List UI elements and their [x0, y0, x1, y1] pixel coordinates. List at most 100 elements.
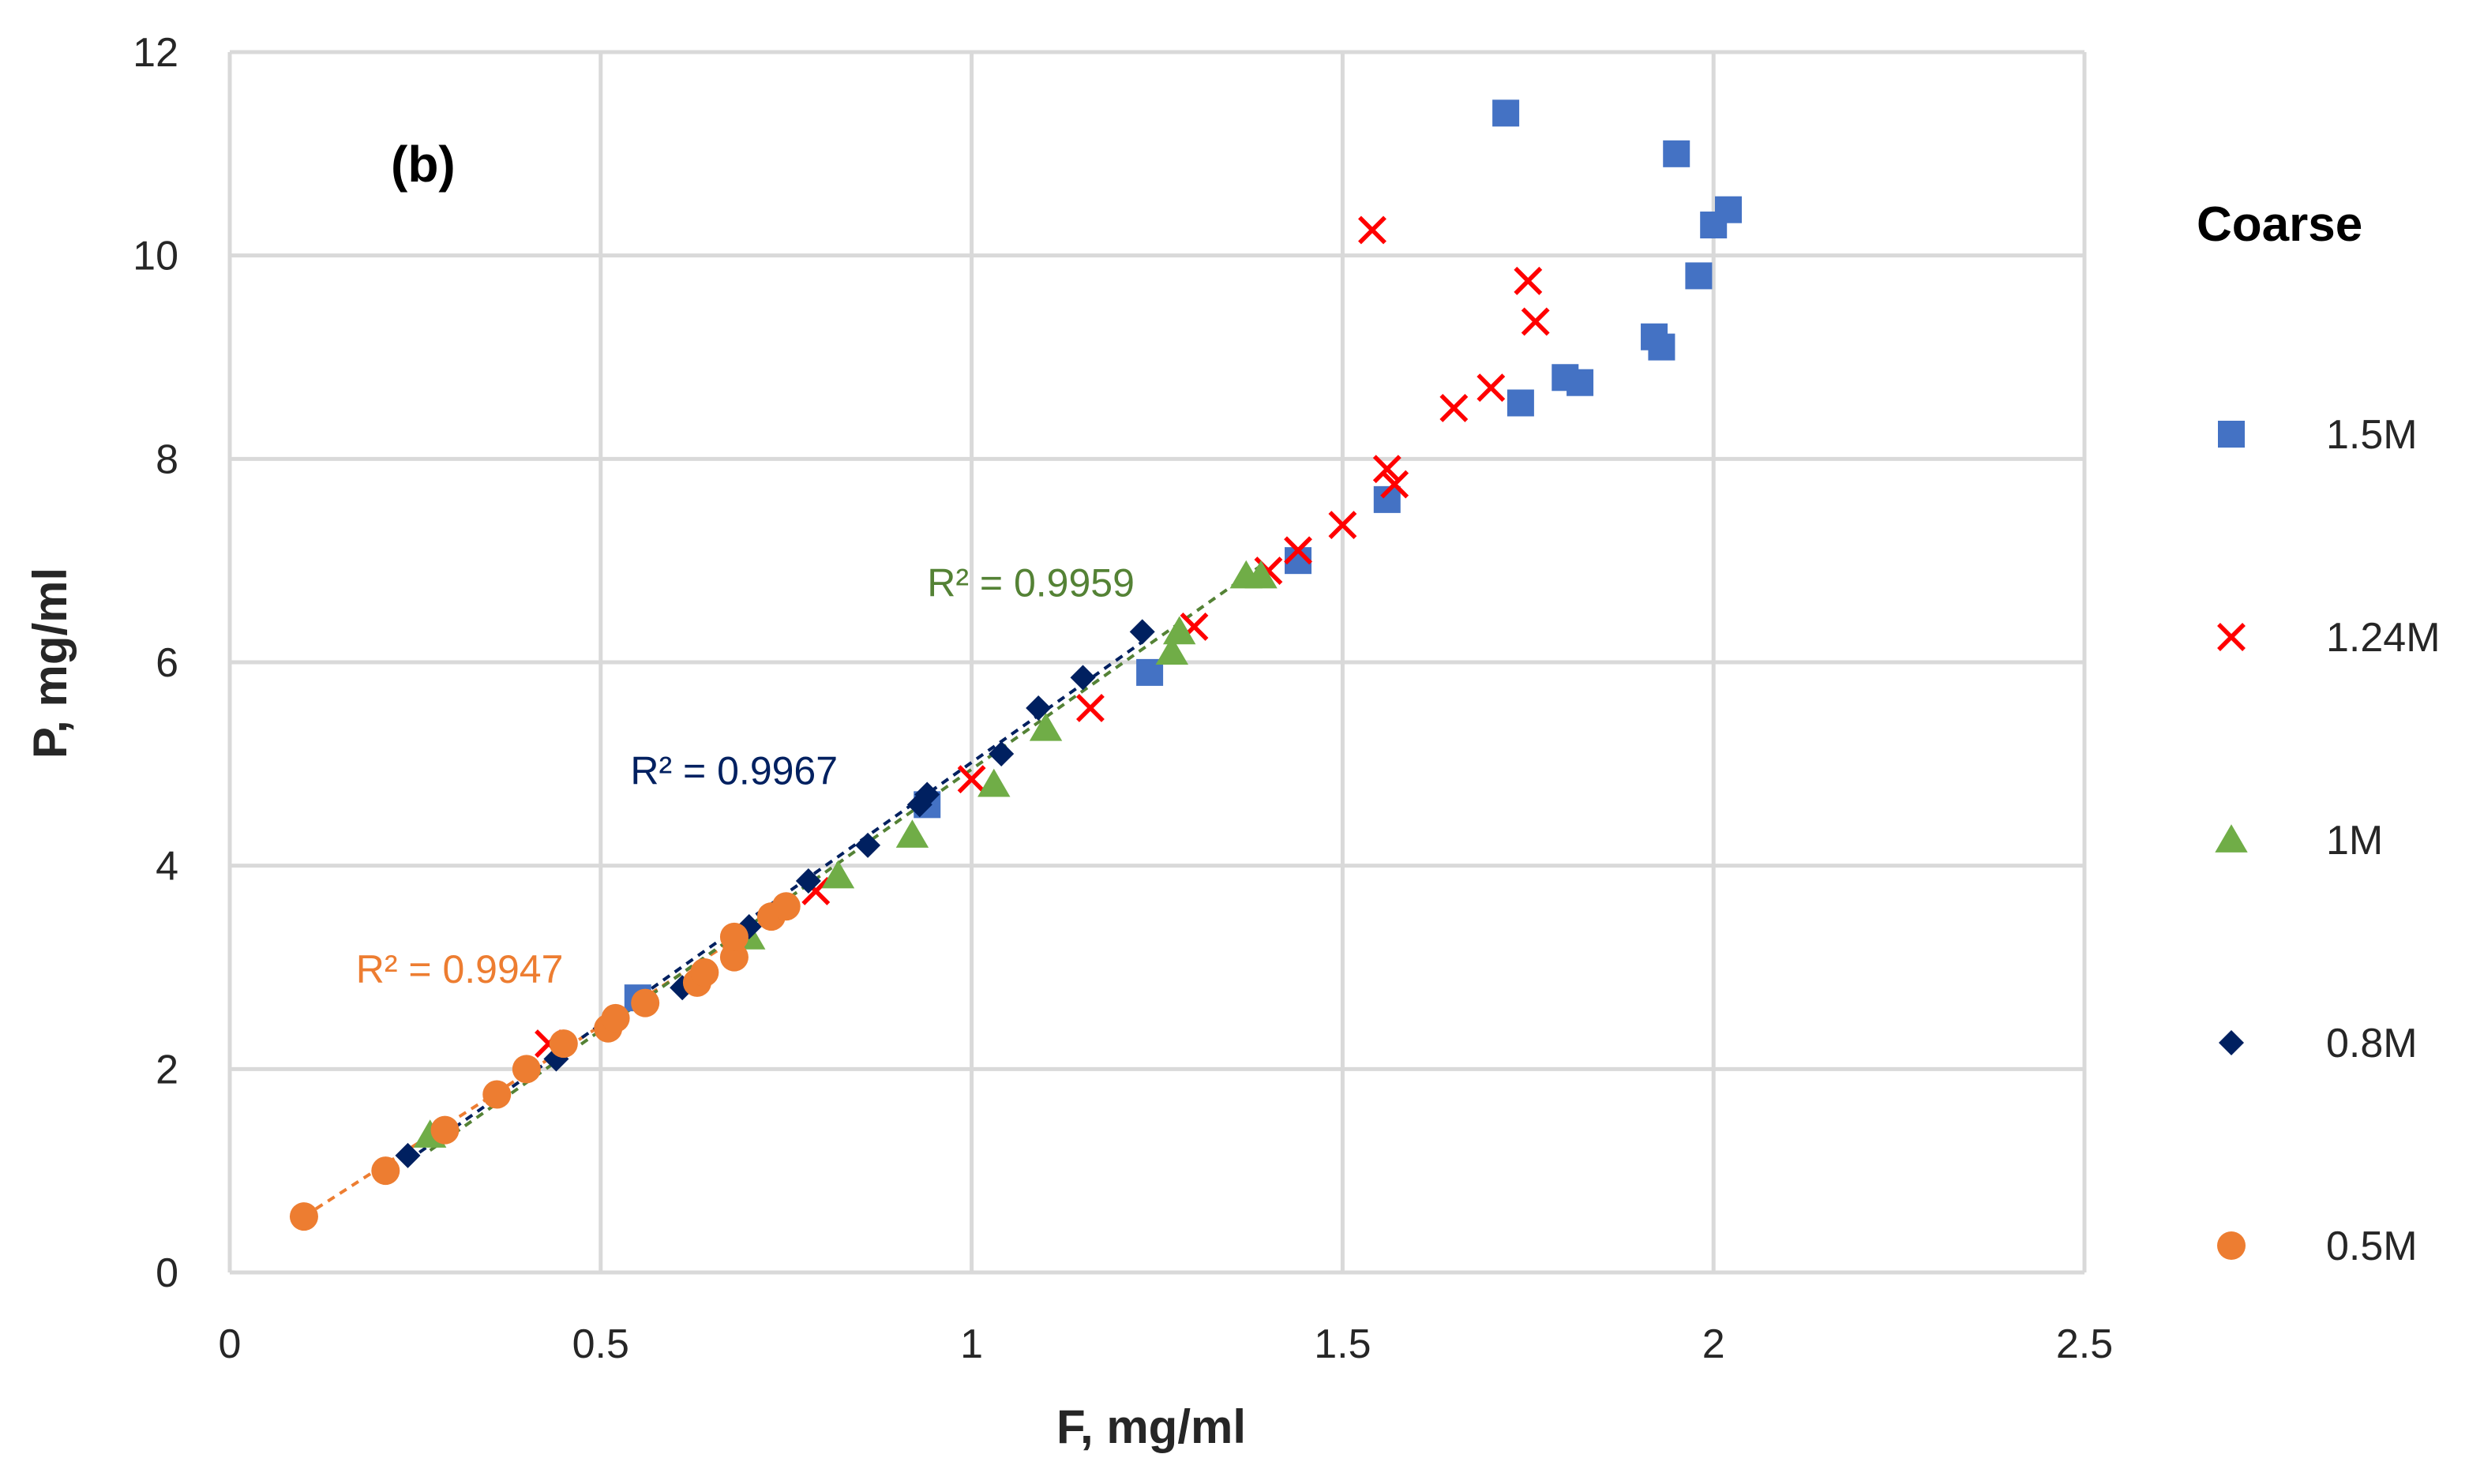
point-0-5m	[601, 1003, 630, 1032]
point-1-24m	[1372, 455, 1401, 484]
legend-label-1m: 1M	[2326, 818, 2383, 864]
point-0-5m	[482, 1080, 512, 1109]
y-tick-label: 0	[156, 1250, 178, 1296]
legend-marker-1-24m-stroke-b	[2217, 623, 2246, 651]
point-0-8m	[989, 740, 1015, 766]
point-1-24m-stroke-b	[1521, 307, 1550, 336]
point-1-24m	[1075, 694, 1105, 722]
point-1-24m	[1358, 215, 1386, 245]
point-1-24m-stroke-b	[1380, 470, 1409, 499]
point-0-8m	[906, 792, 932, 818]
point-1-24m	[1439, 393, 1469, 422]
x-tick-label: 0	[219, 1321, 242, 1367]
y-axis-title: P, mg/ml	[24, 568, 77, 759]
point-0-5m	[771, 892, 801, 921]
legend-title: Coarse	[2197, 197, 2362, 252]
legend-marker-1m	[2215, 824, 2248, 853]
point-1-24m-stroke-b	[957, 765, 986, 794]
y-tick-label: 8	[156, 437, 178, 482]
point-0-5m	[719, 942, 749, 972]
point-1-5m	[1685, 262, 1713, 290]
point-1m	[977, 768, 1011, 797]
x-tick-label: 1	[960, 1321, 983, 1367]
point-0-5m	[690, 957, 719, 987]
point-0-8m	[855, 832, 881, 858]
point-0-5m	[631, 988, 660, 1017]
legend: Coarse 1.5M 1.24M 1M 0.8M 0.5M	[2197, 197, 2441, 1269]
point-1-24m-stroke-b	[1284, 536, 1312, 565]
point-1m	[1155, 636, 1188, 665]
point-1-24m-stroke-b	[1514, 266, 1543, 295]
y-tick-label: 6	[156, 640, 178, 686]
legend-marker-0-5m	[2217, 1231, 2246, 1260]
point-1-5m	[1648, 333, 1675, 361]
point-0-5m	[719, 922, 749, 951]
point-1-24m	[957, 765, 986, 794]
point-1-24m	[1380, 470, 1409, 499]
y-tick-label: 12	[133, 30, 178, 76]
series-0-8m	[395, 619, 1155, 1168]
point-0-8m	[1129, 619, 1155, 645]
gridlines	[227, 50, 2087, 1275]
point-0-8m	[1070, 665, 1096, 691]
series-1-24m	[535, 215, 1550, 1059]
point-0-5m	[430, 1115, 460, 1145]
x-tick-label: 1.5	[1314, 1321, 1371, 1367]
point-0-5m	[512, 1055, 541, 1084]
point-1-24m	[1284, 536, 1312, 565]
point-1-24m-stroke-b	[1477, 373, 1506, 403]
y-tick-label: 10	[133, 234, 178, 279]
point-0-8m	[395, 1142, 421, 1168]
legend-label-0-8m: 0.8M	[2326, 1021, 2418, 1066]
point-1m	[1244, 560, 1278, 589]
x-tick-labels: 0 0.5 1 1.5 2 2.5	[219, 1321, 2114, 1367]
x-tick-label: 0.5	[572, 1321, 629, 1367]
point-1-24m	[1477, 373, 1506, 403]
legend-label-1-24m: 1.24M	[2326, 615, 2441, 661]
legend-marker-0-8m	[2219, 1030, 2244, 1055]
trendline-0-5m	[302, 905, 787, 1218]
x-axis-title: F, mg/ml	[1056, 1400, 1246, 1453]
point-0-5m	[289, 1202, 318, 1231]
point-1-24m-stroke-b	[1328, 511, 1357, 540]
r2-label: R² = 0.9959	[927, 560, 1135, 605]
point-1-24m	[1514, 266, 1543, 295]
point-1m	[1162, 616, 1196, 645]
point-1-24m-stroke-b	[801, 876, 831, 905]
series-0-5m	[289, 892, 801, 1231]
point-1-24m-stroke-b	[1358, 215, 1386, 245]
r2-label: R² = 0.9947	[356, 947, 564, 991]
data-series	[289, 99, 1742, 1231]
x-tick-label: 2	[1702, 1321, 1725, 1367]
x-tick-label: 2.5	[2056, 1321, 2113, 1367]
y-tick-labels: 0 2 4 6 8 10 12	[133, 30, 178, 1296]
legend-label-0-5m: 0.5M	[2326, 1224, 2418, 1269]
point-1-5m	[1567, 369, 1594, 396]
legend-marker-1-5m	[2218, 421, 2245, 448]
point-1-5m	[1507, 389, 1534, 417]
point-0-8m	[795, 868, 821, 894]
point-1-5m	[1663, 140, 1690, 167]
point-1-24m-stroke-b	[1372, 455, 1401, 484]
point-1-24m	[1521, 307, 1550, 336]
point-1-24m-stroke-b	[1439, 393, 1469, 422]
series-1-5m	[624, 99, 1742, 1012]
point-0-5m	[371, 1156, 400, 1186]
point-1-24m-stroke-b	[1075, 694, 1105, 722]
panel-label: (b)	[391, 136, 456, 193]
legend-label-1-5m: 1.5M	[2326, 412, 2418, 458]
point-0-5m	[549, 1029, 578, 1059]
point-1-24m	[1328, 511, 1357, 540]
y-tick-label: 4	[156, 844, 178, 890]
point-1m	[1029, 712, 1063, 741]
point-1m	[895, 819, 929, 848]
point-1m	[821, 860, 855, 889]
r2-label: R² = 0.9967	[630, 749, 838, 793]
r2-annotations: R² = 0.9959 R² = 0.9967 R² = 0.9947	[356, 560, 1135, 991]
y-tick-label: 2	[156, 1047, 178, 1092]
legend-marker-1-24m	[2217, 623, 2246, 651]
point-1-5m	[1700, 212, 1728, 239]
point-0-8m	[1026, 695, 1052, 721]
